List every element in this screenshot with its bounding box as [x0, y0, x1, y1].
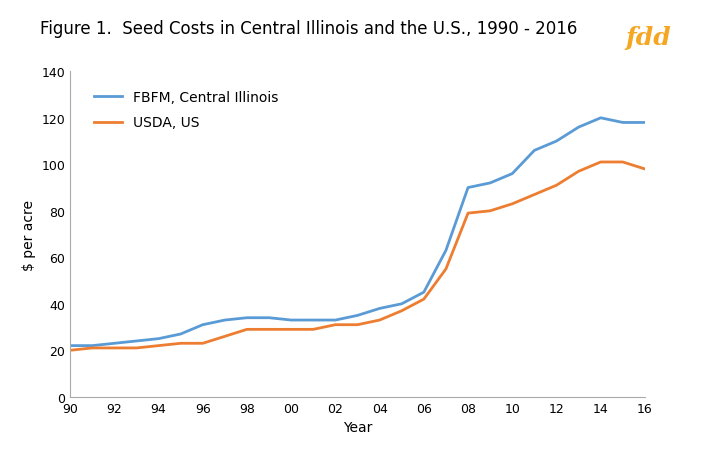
FBFM, Central Illinois: [287, 318, 295, 323]
USDA, US: [574, 169, 583, 175]
FBFM, Central Illinois: [420, 290, 428, 295]
USDA, US: [132, 345, 141, 351]
USDA, US: [287, 327, 295, 332]
USDA, US: [265, 327, 273, 332]
FBFM, Central Illinois: [66, 343, 74, 349]
USDA, US: [376, 318, 384, 323]
FBFM, Central Illinois: [552, 139, 561, 144]
USDA, US: [486, 209, 494, 214]
FBFM, Central Illinois: [154, 336, 163, 341]
FBFM, Central Illinois: [110, 341, 118, 346]
USDA, US: [530, 193, 538, 198]
Text: Figure 1.  Seed Costs in Central Illinois and the U.S., 1990 - 2016: Figure 1. Seed Costs in Central Illinois…: [40, 20, 577, 38]
USDA, US: [309, 327, 318, 332]
FBFM, Central Illinois: [442, 248, 450, 253]
USDA, US: [442, 267, 450, 272]
USDA, US: [420, 297, 428, 302]
FBFM, Central Illinois: [198, 322, 207, 328]
Y-axis label: $ per acre: $ per acre: [22, 199, 36, 270]
FBFM, Central Illinois: [243, 315, 251, 321]
FBFM, Central Illinois: [177, 331, 185, 337]
USDA, US: [397, 308, 406, 314]
USDA, US: [198, 341, 207, 346]
USDA, US: [353, 322, 362, 328]
FBFM, Central Illinois: [397, 301, 406, 307]
FBFM, Central Illinois: [88, 343, 97, 349]
FBFM, Central Illinois: [221, 318, 229, 323]
FBFM, Central Illinois: [574, 125, 583, 130]
USDA, US: [508, 202, 517, 207]
USDA, US: [66, 348, 74, 353]
FBFM, Central Illinois: [353, 313, 362, 318]
USDA, US: [177, 341, 185, 346]
USDA, US: [243, 327, 251, 332]
USDA, US: [88, 345, 97, 351]
USDA, US: [552, 183, 561, 189]
FBFM, Central Illinois: [597, 116, 605, 121]
X-axis label: Year: Year: [343, 420, 372, 434]
FBFM, Central Illinois: [265, 315, 273, 321]
Legend: FBFM, Central Illinois, USDA, US: FBFM, Central Illinois, USDA, US: [88, 86, 284, 136]
FBFM, Central Illinois: [530, 148, 538, 154]
FBFM, Central Illinois: [641, 120, 649, 126]
FBFM, Central Illinois: [464, 185, 472, 191]
USDA, US: [464, 211, 472, 216]
FBFM, Central Illinois: [132, 339, 141, 344]
Line: USDA, US: USDA, US: [70, 163, 645, 350]
USDA, US: [154, 343, 163, 349]
USDA, US: [641, 167, 649, 172]
Text: fdd: fdd: [626, 26, 672, 50]
FBFM, Central Illinois: [331, 318, 339, 323]
FBFM, Central Illinois: [618, 120, 627, 126]
USDA, US: [618, 160, 627, 166]
FBFM, Central Illinois: [486, 181, 494, 186]
FBFM, Central Illinois: [376, 306, 384, 312]
FBFM, Central Illinois: [508, 171, 517, 177]
Line: FBFM, Central Illinois: FBFM, Central Illinois: [70, 119, 645, 346]
USDA, US: [597, 160, 605, 166]
FBFM, Central Illinois: [309, 318, 318, 323]
USDA, US: [221, 334, 229, 339]
USDA, US: [331, 322, 339, 328]
USDA, US: [110, 345, 118, 351]
